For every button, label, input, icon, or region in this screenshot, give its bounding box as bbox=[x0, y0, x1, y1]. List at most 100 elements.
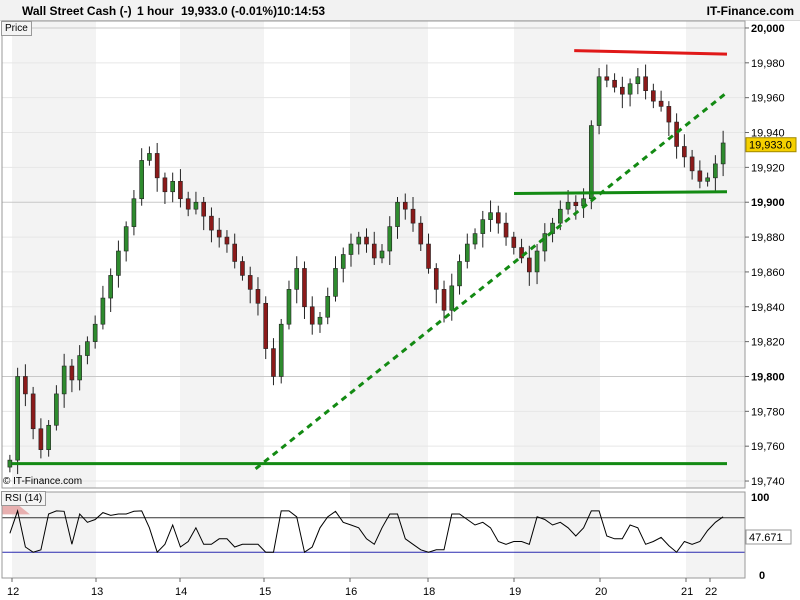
y-tick-label-10: 19,800 bbox=[751, 371, 785, 383]
candle-body bbox=[232, 243, 238, 262]
candle bbox=[232, 233, 238, 269]
candle-body bbox=[116, 250, 121, 276]
quote-time: 10:14:53 bbox=[277, 4, 326, 18]
y-tick-label-1: 19,980 bbox=[751, 58, 785, 70]
candle bbox=[534, 244, 540, 285]
candle-body bbox=[495, 212, 501, 224]
candle-body bbox=[309, 306, 315, 325]
candle-body bbox=[139, 160, 144, 200]
candle bbox=[333, 256, 338, 302]
candle bbox=[464, 233, 470, 269]
candle bbox=[54, 385, 59, 431]
candle bbox=[682, 134, 687, 168]
candle bbox=[503, 212, 509, 246]
price-tag: Price bbox=[1, 21, 32, 36]
candle-body bbox=[348, 243, 354, 255]
candle-body bbox=[666, 106, 672, 123]
candle bbox=[77, 345, 82, 391]
candle bbox=[449, 273, 455, 321]
candle bbox=[325, 287, 331, 325]
candle-body bbox=[697, 170, 703, 182]
candle-body bbox=[255, 289, 261, 304]
candle-body bbox=[286, 289, 292, 325]
candle-body bbox=[356, 236, 362, 245]
x-tick-label-9: 22 bbox=[705, 586, 717, 598]
candle bbox=[178, 169, 183, 208]
last-price-badge bbox=[745, 137, 797, 153]
candle bbox=[170, 172, 175, 203]
candle-body bbox=[379, 250, 385, 259]
candle-body bbox=[154, 153, 160, 179]
candle bbox=[627, 78, 633, 107]
candle-body bbox=[689, 156, 695, 172]
candle-body bbox=[77, 355, 82, 381]
candle bbox=[85, 336, 90, 365]
timeframe[interactable]: 1 hour bbox=[137, 4, 174, 18]
candle-body bbox=[302, 268, 307, 308]
price-frame bbox=[1, 20, 746, 489]
candle-body bbox=[15, 376, 20, 461]
candle-body bbox=[108, 275, 113, 299]
rsi-line bbox=[9, 509, 724, 554]
candle-body bbox=[713, 163, 718, 179]
candle bbox=[255, 277, 261, 316]
candle bbox=[216, 217, 222, 248]
candle bbox=[379, 244, 385, 264]
candle bbox=[542, 223, 548, 262]
candle bbox=[395, 196, 400, 239]
y-tick-label-2: 19,960 bbox=[751, 93, 785, 105]
candle bbox=[100, 285, 106, 330]
candle bbox=[69, 359, 75, 393]
candle bbox=[651, 83, 656, 109]
candle-body bbox=[612, 79, 617, 88]
candle-body bbox=[371, 243, 377, 259]
candle bbox=[154, 142, 160, 192]
rsi-day-band-3 bbox=[514, 492, 600, 578]
candle-body bbox=[387, 226, 393, 252]
candle-body bbox=[705, 177, 710, 182]
y-tick-label-4: 19,920 bbox=[751, 162, 785, 174]
candle-body bbox=[627, 83, 633, 95]
quote-change: 19,933.0 (-0.01%) bbox=[181, 4, 278, 18]
x-tick-label-3: 15 bbox=[259, 586, 271, 598]
chart-header: Wall Street Cash (-) 1 hour 19,933.0 (-0… bbox=[0, 0, 800, 21]
rsi-value-badge bbox=[745, 529, 792, 545]
candle-body bbox=[69, 365, 75, 381]
candle bbox=[348, 233, 354, 267]
rsi-day-band-4 bbox=[686, 492, 745, 578]
trendlines bbox=[12, 49, 728, 471]
candle bbox=[30, 386, 36, 440]
candle-body bbox=[131, 198, 137, 227]
candle-body bbox=[674, 121, 679, 147]
candle-body bbox=[433, 268, 439, 290]
candle-body bbox=[426, 243, 431, 269]
candle bbox=[23, 364, 28, 407]
rsi-day-band-0 bbox=[12, 492, 96, 578]
candle-body bbox=[38, 428, 44, 450]
rsi-frame bbox=[1, 491, 746, 579]
rsi-label: RSI (14) bbox=[1, 491, 47, 506]
candle bbox=[147, 146, 152, 166]
candle-body bbox=[720, 142, 726, 165]
candle-body bbox=[317, 316, 323, 325]
brand-logo[interactable]: IT-Finance.com bbox=[706, 4, 794, 18]
candle bbox=[340, 247, 346, 283]
candle-body bbox=[402, 201, 408, 210]
candle-body bbox=[542, 233, 548, 252]
day-band-0 bbox=[12, 21, 96, 488]
day-band-4 bbox=[686, 21, 745, 488]
candle-body bbox=[565, 201, 571, 210]
candle-body bbox=[92, 323, 98, 342]
candle bbox=[705, 172, 710, 187]
candle bbox=[410, 196, 416, 232]
candle-body bbox=[123, 226, 129, 252]
candle-body bbox=[85, 341, 90, 356]
rsi-value-label: 47.671 bbox=[749, 532, 783, 544]
rsi-day-band-1 bbox=[180, 492, 264, 578]
candle bbox=[596, 68, 602, 135]
candle-body bbox=[247, 275, 253, 290]
candle bbox=[309, 296, 315, 335]
candle bbox=[240, 256, 245, 281]
candle-body bbox=[162, 177, 168, 193]
